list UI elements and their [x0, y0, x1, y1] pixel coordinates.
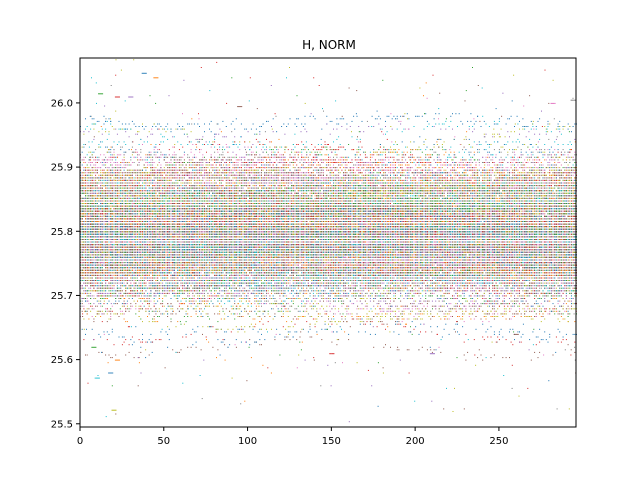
data-point [377, 326, 378, 327]
data-point [315, 326, 316, 327]
data-point [382, 324, 383, 325]
data-point [497, 337, 498, 338]
data-point [517, 275, 518, 276]
data-point [487, 337, 488, 338]
data-point [132, 337, 133, 338]
chart-title: H, NORM [302, 38, 356, 52]
data-point [403, 326, 404, 327]
data-point [414, 329, 415, 330]
data-point [159, 339, 160, 340]
data-point [521, 342, 522, 343]
data-point [385, 198, 386, 199]
data-point [536, 344, 537, 345]
data-point [541, 272, 542, 273]
data-point [492, 201, 493, 202]
data-point [561, 342, 562, 343]
data-point [122, 344, 123, 345]
data-point [484, 339, 485, 340]
data-point [295, 324, 296, 325]
data-point [263, 183, 264, 184]
data-point [398, 324, 399, 325]
data-point [367, 321, 368, 322]
data-point [360, 319, 361, 320]
data-point [499, 339, 500, 340]
data-point [566, 339, 567, 340]
data-point [331, 324, 332, 325]
data-point [107, 339, 108, 340]
data-point [129, 344, 130, 345]
data-point [124, 342, 125, 343]
data-point [574, 342, 575, 343]
data-point [206, 337, 207, 338]
data-point [313, 319, 314, 320]
data-point [539, 342, 540, 343]
data-point [372, 321, 373, 322]
data-point [311, 206, 312, 207]
data-point [83, 339, 84, 340]
data-point [474, 180, 475, 181]
data-point [125, 339, 126, 340]
data-point [491, 337, 492, 338]
data-point [489, 278, 490, 279]
data-point [385, 329, 386, 330]
data-point [268, 321, 269, 322]
data-point [145, 342, 146, 343]
data-point [318, 218, 319, 219]
data-point [142, 342, 143, 343]
data-point [395, 283, 396, 284]
data-point [231, 331, 232, 332]
data-point [182, 337, 183, 338]
data-point [261, 193, 262, 194]
data-point [296, 319, 297, 320]
data-point [263, 324, 264, 325]
data-point [140, 342, 141, 343]
data-point [254, 326, 255, 327]
data-point [465, 334, 466, 335]
data-point [506, 339, 507, 340]
data-point [512, 344, 513, 345]
data-point [512, 201, 513, 202]
data-point [191, 334, 192, 335]
data-point [511, 342, 512, 343]
data-point [357, 319, 358, 320]
data-point [341, 316, 342, 317]
data-point [516, 272, 517, 273]
data-point [558, 342, 559, 343]
data-point [241, 329, 242, 330]
data-point [365, 324, 366, 325]
data-point [155, 339, 156, 340]
data-point [432, 198, 433, 199]
data-point [97, 193, 98, 194]
data-point [574, 188, 575, 189]
data-point [405, 326, 406, 327]
data-points [80, 59, 577, 422]
data-point [160, 339, 161, 340]
data-point [425, 331, 426, 332]
data-point [186, 337, 187, 338]
data-point [306, 321, 307, 322]
data-point [465, 198, 466, 199]
data-point [216, 331, 217, 332]
data-point [114, 344, 115, 345]
data-point [482, 337, 483, 338]
data-point [474, 339, 475, 340]
data-point [464, 342, 465, 343]
data-point [283, 326, 284, 327]
data-point [554, 198, 555, 199]
data-point [563, 339, 564, 340]
data-point [139, 339, 140, 340]
data-point [556, 337, 557, 338]
data-point [212, 326, 213, 327]
